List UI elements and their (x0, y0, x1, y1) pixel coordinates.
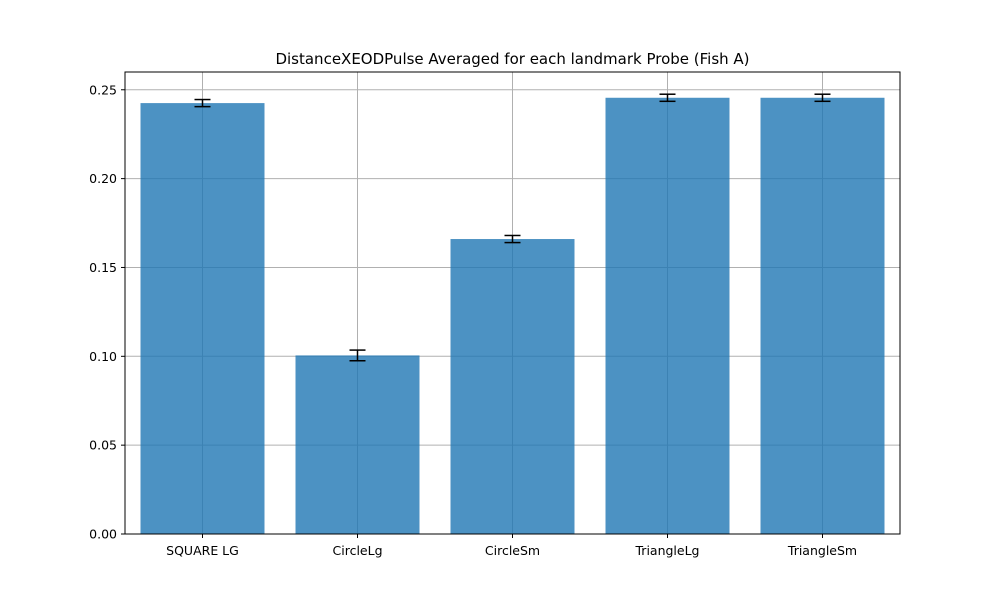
bar-square-lg (140, 103, 265, 534)
y-tick-label-0: 0.00 (89, 527, 117, 542)
y-tick-label-5: 0.25 (89, 82, 117, 97)
y-tick-label-4: 0.20 (89, 171, 117, 186)
error-bar-2 (504, 234, 521, 244)
x-tick-label-3: TriangleLg (635, 543, 700, 558)
bar-trianglesm (760, 97, 885, 534)
error-bar-4 (814, 93, 831, 103)
bar-trianglelg (605, 97, 730, 534)
error-bars (194, 93, 831, 362)
error-bar-0 (194, 98, 211, 108)
y-tick-label-3: 0.15 (89, 260, 117, 275)
error-bar-1 (349, 349, 366, 362)
x-tick-label-2: CircleSm (485, 543, 540, 558)
y-tick-label-1: 0.05 (89, 438, 117, 453)
x-tick-label-0: SQUARE LG (166, 543, 239, 558)
error-bar-3 (659, 93, 676, 103)
bar-circlesm (450, 239, 575, 534)
y-tick-label-2: 0.10 (89, 349, 117, 364)
x-tick-label-4: TriangleSm (787, 543, 857, 558)
x-tick-label-1: CircleLg (333, 543, 383, 558)
chart-title: DistanceXEODPulse Averaged for each land… (275, 50, 749, 68)
axes: 0.00 0.05 0.10 0.15 0.20 0.25 SQUARE LG CircleL… (89, 71, 901, 558)
bar-circlelg (295, 355, 420, 534)
bars (140, 97, 885, 534)
